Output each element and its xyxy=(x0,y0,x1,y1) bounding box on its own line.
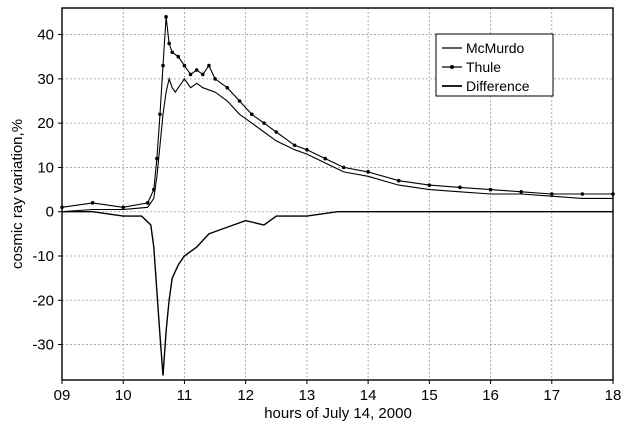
legend-marker-thule xyxy=(450,65,454,69)
x-tick-label: 14 xyxy=(360,387,377,404)
legend-items: McMurdo Thule Difference xyxy=(442,40,530,94)
plot-frame xyxy=(61,7,614,381)
data-point-thule xyxy=(225,85,230,90)
data-point-thule xyxy=(341,165,346,170)
series-lines xyxy=(60,15,615,376)
data-point-thule xyxy=(249,112,254,117)
y-tick-label: 0 xyxy=(46,204,54,221)
data-point-thule xyxy=(121,205,126,210)
data-point-thule xyxy=(158,112,162,117)
data-point-thule xyxy=(170,50,174,55)
data-point-thule xyxy=(152,187,156,192)
y-tick-label: 10 xyxy=(37,159,54,176)
data-point-thule xyxy=(237,99,242,103)
x-tick-label: 13 xyxy=(299,387,316,404)
legend-label-difference: Difference xyxy=(466,78,530,94)
data-point-thule xyxy=(194,68,199,72)
data-point-thule xyxy=(396,178,401,183)
data-point-thule xyxy=(207,63,211,68)
data-point-thule xyxy=(213,77,217,81)
data-point-thule xyxy=(305,147,309,152)
x-tick-label: 11 xyxy=(177,387,193,404)
data-point-thule xyxy=(262,121,266,125)
y-axis-ticks: -30 -20 -10 0 10 20 30 40 xyxy=(32,27,62,354)
series-line-thule xyxy=(61,16,613,208)
data-point-thule xyxy=(427,183,432,187)
data-point-thule xyxy=(549,192,554,196)
x-axis-ticks: 09 10 11 12 13 14 15 16 17 18 xyxy=(54,380,622,404)
x-tick-label: 12 xyxy=(237,387,254,404)
data-point-thule xyxy=(292,143,297,148)
data-point-thule xyxy=(580,192,585,196)
data-point-thule xyxy=(90,201,95,205)
y-tick-label: -20 xyxy=(32,292,54,309)
y-tick-label: 20 xyxy=(37,115,54,132)
y-tick-label: -10 xyxy=(32,248,54,265)
legend-label-thule: Thule xyxy=(466,59,501,75)
legend-label-mcmurdo: McMurdo xyxy=(466,40,525,56)
x-axis-label: hours of July 14, 2000 xyxy=(264,405,412,422)
x-tick-label: 16 xyxy=(482,387,499,404)
data-point-thule xyxy=(182,63,187,68)
data-point-thule xyxy=(366,170,370,174)
data-point-thule xyxy=(519,189,523,194)
y-tick-label: -30 xyxy=(32,337,54,354)
data-point-thule xyxy=(167,41,171,46)
data-point-thule xyxy=(145,201,150,205)
data-point-thule xyxy=(201,72,205,77)
y-tick-label: 30 xyxy=(37,71,54,88)
y-tick-label: 40 xyxy=(37,27,54,44)
x-tick-label: 17 xyxy=(543,387,560,404)
data-point-thule xyxy=(155,156,159,161)
x-tick-label: 09 xyxy=(54,387,71,404)
data-point-thule xyxy=(323,156,328,161)
series-line-mcmurdo xyxy=(61,76,613,213)
data-point-thule xyxy=(164,15,168,19)
x-tick-label: 18 xyxy=(605,387,622,404)
data-point-thule xyxy=(274,130,279,134)
data-point-thule xyxy=(176,54,181,59)
x-tick-label: 10 xyxy=(115,387,132,404)
x-tick-label: 15 xyxy=(421,387,438,404)
data-point-thule xyxy=(161,63,165,68)
data-point-thule xyxy=(188,72,193,77)
y-axis-label: cosmic ray variation,% xyxy=(9,119,26,269)
legend: McMurdo Thule Difference xyxy=(435,33,554,97)
data-point-thule xyxy=(458,185,462,190)
data-point-thule xyxy=(488,187,493,192)
series-line-difference xyxy=(62,210,613,376)
